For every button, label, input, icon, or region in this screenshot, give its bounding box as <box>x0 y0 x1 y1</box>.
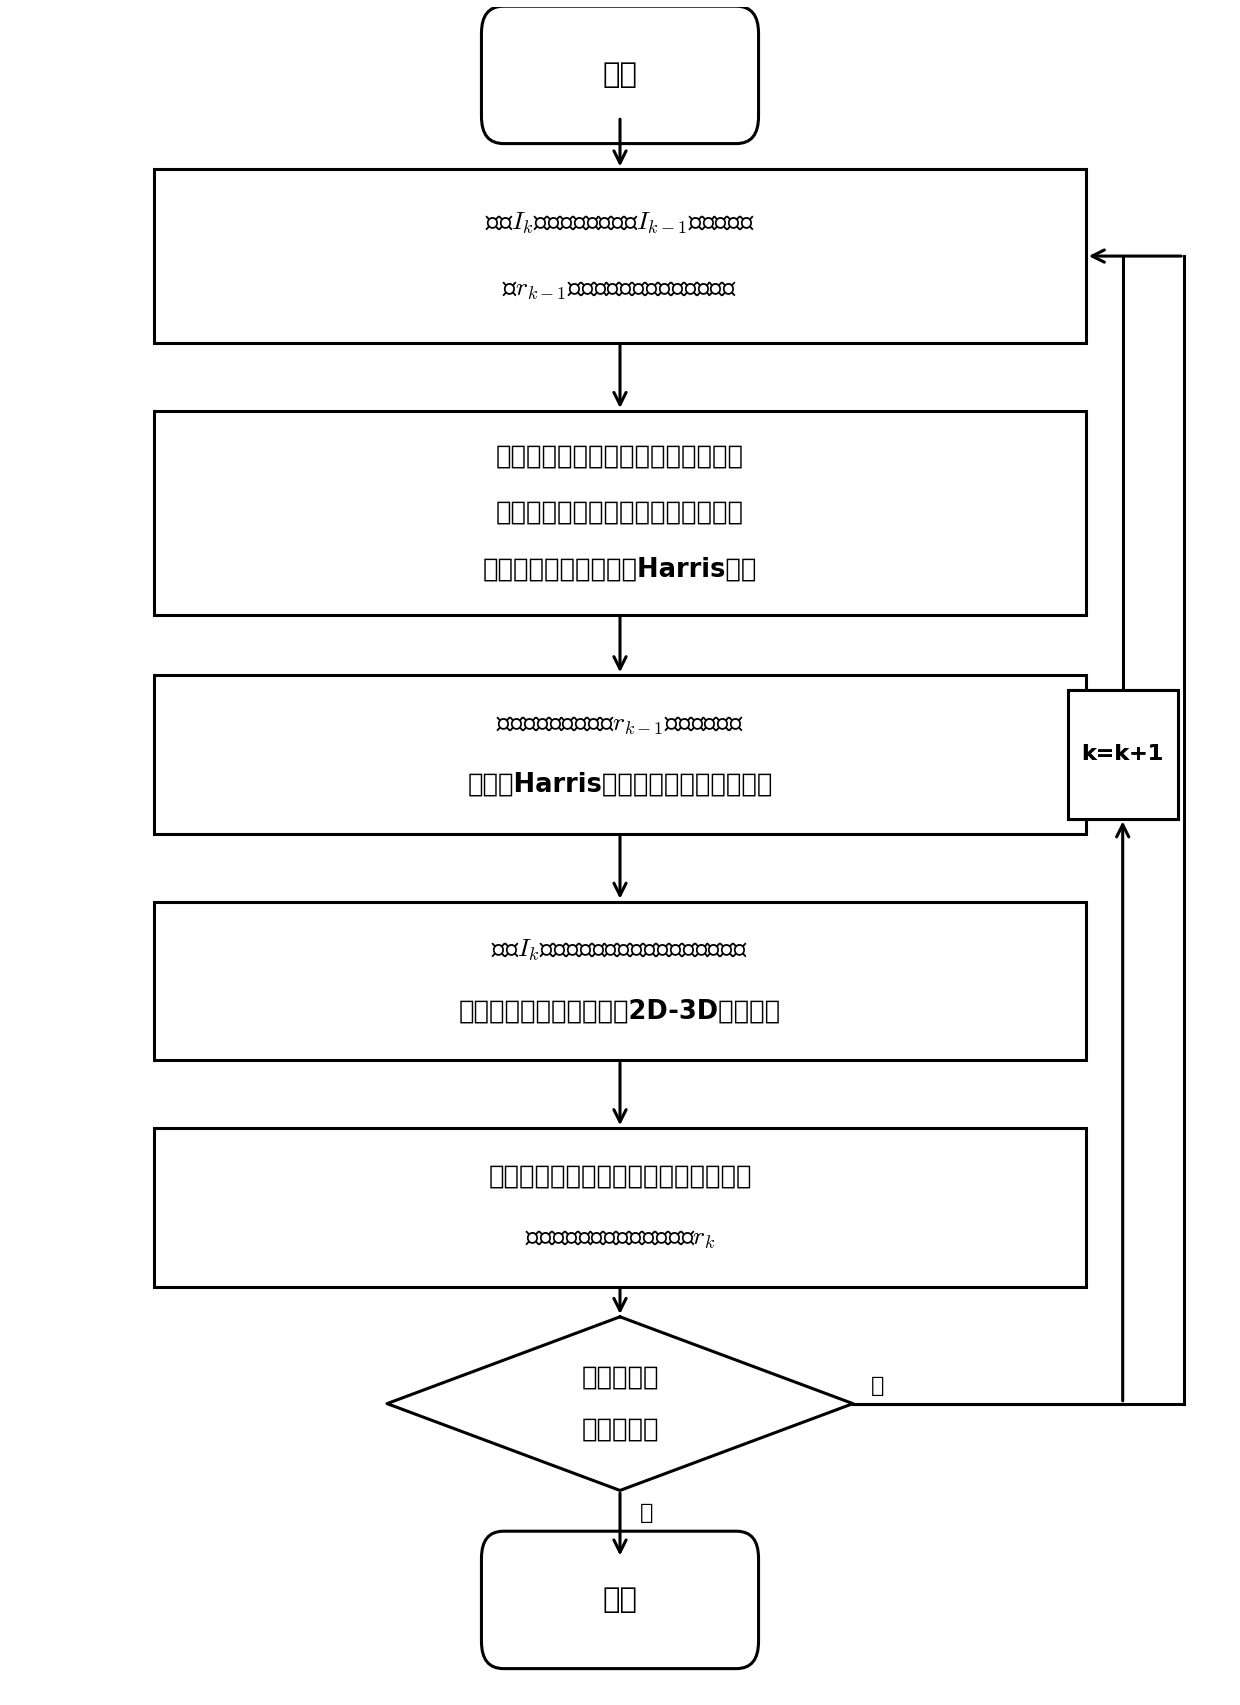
Text: 在第$I_k$帧图像中，利用第$I_{k-1}$帧图像的位: 在第$I_k$帧图像中，利用第$I_{k-1}$帧图像的位 <box>485 210 755 235</box>
FancyBboxPatch shape <box>481 7 759 143</box>
Text: k=k+1: k=k+1 <box>1081 745 1164 764</box>
Text: 对投影在图像平面上的模型边缘间隔: 对投影在图像平面上的模型边缘间隔 <box>496 443 744 469</box>
Text: 在第$I_k$帧图像中对特征点集作低阶追踪，取: 在第$I_k$帧图像中对特征点集作低阶追踪，取 <box>491 938 749 963</box>
Bar <box>1068 691 1178 818</box>
Bar <box>154 169 1086 343</box>
Text: 一定距离采样，取得边缘采样点集，: 一定距离采样，取得边缘采样点集， <box>496 500 744 525</box>
Text: 利用前一帧图像位姿$r_{k-1}$求得边缘采样: 利用前一帧图像位姿$r_{k-1}$求得边缘采样 <box>496 711 744 737</box>
Text: 频序列末帧: 频序列末帧 <box>582 1417 658 1442</box>
Text: 是: 是 <box>640 1502 653 1523</box>
Text: k=k+1: k=k+1 <box>1081 745 1164 764</box>
Text: 同时提取图像角点得到Harris点集: 同时提取图像角点得到Harris点集 <box>482 556 758 583</box>
Text: 姿$r_{k-1}$将目标模型投影到图像平面上: 姿$r_{k-1}$将目标模型投影到图像平面上 <box>502 276 738 302</box>
Bar <box>154 411 1086 616</box>
Text: 开始: 开始 <box>603 61 637 89</box>
Text: 得图像特征与模型特征的2D-3D匹配关系: 得图像特征与模型特征的2D-3D匹配关系 <box>459 999 781 1025</box>
Text: 是否到达视: 是否到达视 <box>582 1364 658 1391</box>
Text: 结束: 结束 <box>603 1586 637 1615</box>
Text: 否: 否 <box>872 1376 884 1395</box>
Bar <box>154 675 1086 834</box>
Bar <box>1068 691 1178 818</box>
Text: 点集和Harris点集在模型坐标系中坐标: 点集和Harris点集在模型坐标系中坐标 <box>467 772 773 798</box>
Text: 对由视觉特征产生的目标函数进行非线: 对由视觉特征产生的目标函数进行非线 <box>489 1165 751 1190</box>
FancyBboxPatch shape <box>481 1531 759 1669</box>
Text: 性优化，求解位姿当前帧位姿$r_k$: 性优化，求解位姿当前帧位姿$r_k$ <box>525 1224 715 1251</box>
Bar <box>154 1129 1086 1287</box>
Bar <box>154 902 1086 1061</box>
